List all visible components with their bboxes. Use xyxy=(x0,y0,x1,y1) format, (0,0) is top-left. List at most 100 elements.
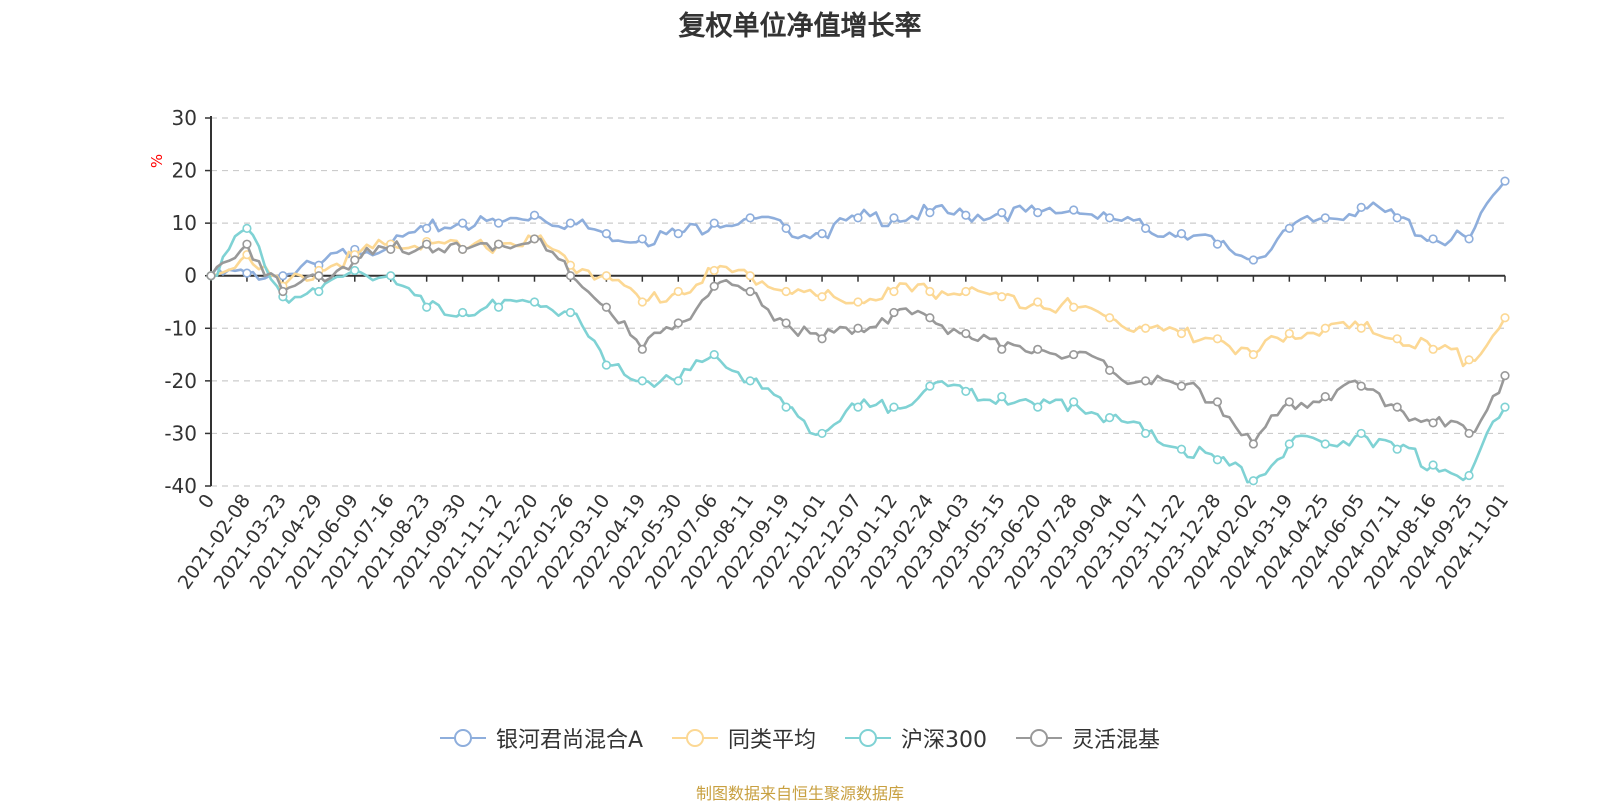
data-point xyxy=(1176,328,1187,339)
data-point xyxy=(1464,428,1474,439)
data-point xyxy=(1500,402,1510,412)
data-point xyxy=(637,234,647,244)
data-point xyxy=(1248,255,1258,265)
data-point xyxy=(242,239,252,249)
data-point xyxy=(278,286,288,297)
y-tick-label: 0 xyxy=(184,264,197,288)
data-point xyxy=(961,328,971,339)
data-source-note: 制图数据来自恒生聚源数据库 xyxy=(695,784,904,803)
series-line xyxy=(210,227,1507,484)
legend-item-fund[interactable]: 银河君尚混合A xyxy=(439,722,643,754)
data-point xyxy=(1284,223,1294,233)
data-point xyxy=(493,302,504,312)
data-point xyxy=(1105,213,1115,223)
data-point xyxy=(1320,213,1330,223)
data-point xyxy=(1392,402,1402,412)
data-point xyxy=(1105,313,1115,323)
legend-item-peer-average[interactable]: 同类平均 xyxy=(672,722,816,754)
data-point xyxy=(1356,428,1366,439)
data-point xyxy=(997,344,1007,354)
data-point xyxy=(1212,397,1223,407)
data-point xyxy=(853,402,863,412)
data-point xyxy=(1248,349,1258,360)
legend-fund-icon xyxy=(439,729,486,747)
data-point xyxy=(314,286,324,297)
data-point xyxy=(673,286,683,297)
data-point xyxy=(781,318,791,328)
data-point xyxy=(422,223,432,233)
data-point xyxy=(1428,418,1438,428)
data-point xyxy=(1176,444,1187,454)
legend-peer-average-icon xyxy=(672,729,719,747)
y-tick-label: 10 xyxy=(172,211,197,235)
legend-label: 灵活混基 xyxy=(1072,728,1161,753)
data-point xyxy=(1105,365,1115,375)
data-point xyxy=(1320,323,1330,333)
legend-item-csi300[interactable]: 沪深300 xyxy=(845,722,987,754)
data-point xyxy=(1392,334,1402,344)
data-point xyxy=(1284,328,1294,339)
data-point xyxy=(637,376,647,386)
data-point xyxy=(601,229,611,239)
data-point xyxy=(853,323,863,333)
data-point xyxy=(817,334,827,344)
data-point xyxy=(1428,234,1438,244)
data-point xyxy=(1033,402,1043,412)
data-point xyxy=(1320,392,1330,402)
data-point xyxy=(1033,297,1043,307)
data-point xyxy=(350,265,360,276)
data-point xyxy=(673,229,683,239)
chart-title: 复权单位净值增长率 xyxy=(678,11,922,42)
data-point xyxy=(1212,455,1223,465)
data-point xyxy=(565,271,576,281)
data-point xyxy=(1464,355,1474,365)
data-point xyxy=(709,281,719,291)
data-point xyxy=(997,392,1007,402)
data-point xyxy=(278,271,288,281)
data-point xyxy=(1248,476,1258,486)
data-point xyxy=(1140,223,1151,233)
x-tick-label: 0 xyxy=(194,490,219,513)
data-point xyxy=(1464,234,1474,244)
data-point xyxy=(817,428,827,439)
data-point xyxy=(673,318,683,328)
data-point xyxy=(1284,397,1294,407)
data-point xyxy=(1392,213,1402,223)
data-point xyxy=(565,307,576,318)
data-point xyxy=(1140,376,1151,386)
y-tick-label: -30 xyxy=(164,421,197,445)
data-point xyxy=(853,297,863,307)
data-point xyxy=(529,297,540,307)
data-point xyxy=(637,297,647,307)
data-point xyxy=(565,218,576,228)
data-point xyxy=(745,271,755,281)
y-tick-label: -40 xyxy=(164,474,197,498)
data-point xyxy=(889,307,899,318)
data-point xyxy=(242,268,252,278)
legend-item-flexible-mixed[interactable]: 灵活混基 xyxy=(1016,722,1160,754)
data-point xyxy=(817,229,827,239)
data-point xyxy=(1069,205,1079,215)
y-tick-label: -20 xyxy=(164,369,197,393)
data-point xyxy=(1176,381,1187,391)
data-point xyxy=(422,239,432,249)
data-point xyxy=(314,271,324,281)
data-point xyxy=(601,271,611,281)
data-point xyxy=(1033,208,1043,218)
data-point xyxy=(853,213,863,223)
data-point xyxy=(1033,344,1043,354)
data-point xyxy=(458,307,468,318)
legend-csi300-icon xyxy=(845,729,892,747)
legend-label: 沪深300 xyxy=(901,728,988,753)
data-point xyxy=(1176,229,1187,239)
data-point xyxy=(961,386,971,396)
data-point xyxy=(1069,349,1079,360)
data-point xyxy=(350,255,360,265)
y-tick-label: 30 xyxy=(172,106,197,130)
data-point xyxy=(1069,302,1079,312)
data-point xyxy=(1356,323,1366,333)
data-point xyxy=(529,234,540,244)
data-point xyxy=(889,402,899,412)
data-point xyxy=(781,286,791,297)
